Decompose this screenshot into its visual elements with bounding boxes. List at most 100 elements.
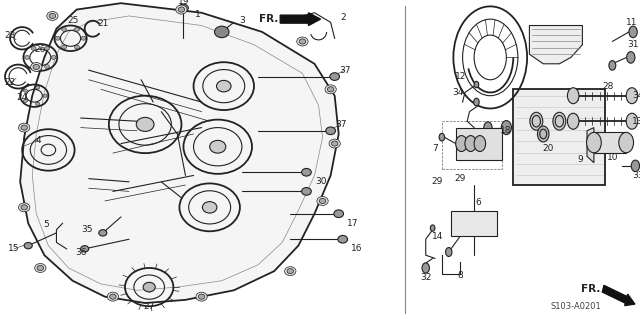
- Circle shape: [109, 294, 116, 299]
- Text: 36: 36: [75, 248, 86, 256]
- Circle shape: [19, 123, 30, 132]
- Polygon shape: [587, 128, 594, 163]
- Text: 1: 1: [195, 10, 200, 19]
- Text: 37: 37: [335, 120, 346, 129]
- Text: 19: 19: [178, 0, 189, 6]
- Circle shape: [24, 99, 28, 102]
- Circle shape: [619, 132, 634, 153]
- Circle shape: [285, 267, 296, 276]
- Circle shape: [55, 36, 60, 40]
- Text: 23: 23: [4, 31, 16, 40]
- Text: 34: 34: [452, 88, 463, 97]
- Circle shape: [202, 202, 217, 213]
- Circle shape: [329, 139, 340, 148]
- Circle shape: [330, 73, 339, 80]
- Circle shape: [75, 27, 79, 31]
- Circle shape: [45, 65, 49, 69]
- FancyBboxPatch shape: [456, 128, 502, 160]
- FancyArrow shape: [602, 286, 635, 306]
- Text: 17: 17: [347, 219, 358, 228]
- Circle shape: [626, 88, 637, 104]
- Circle shape: [430, 225, 435, 231]
- Circle shape: [136, 117, 154, 131]
- Text: 21: 21: [97, 19, 109, 28]
- Circle shape: [176, 5, 187, 14]
- Circle shape: [326, 127, 335, 135]
- Text: 30: 30: [315, 177, 326, 186]
- Circle shape: [538, 126, 549, 142]
- Circle shape: [37, 265, 44, 271]
- Circle shape: [47, 11, 58, 20]
- Circle shape: [31, 65, 36, 69]
- Polygon shape: [20, 3, 339, 303]
- Text: 5: 5: [44, 220, 49, 229]
- Circle shape: [36, 86, 40, 89]
- Text: 14: 14: [431, 232, 443, 241]
- Circle shape: [24, 56, 29, 59]
- Text: 13: 13: [632, 117, 640, 126]
- FancyBboxPatch shape: [451, 211, 497, 236]
- Circle shape: [422, 263, 429, 273]
- Text: 18: 18: [499, 126, 511, 135]
- Circle shape: [36, 102, 40, 106]
- Polygon shape: [513, 89, 605, 185]
- Circle shape: [51, 56, 56, 59]
- Circle shape: [43, 94, 47, 97]
- Circle shape: [474, 81, 479, 88]
- Text: 28: 28: [602, 82, 613, 91]
- Text: 2: 2: [340, 13, 346, 22]
- Text: 25: 25: [67, 16, 78, 25]
- Circle shape: [626, 113, 637, 129]
- Circle shape: [629, 26, 637, 38]
- Text: 12: 12: [454, 72, 466, 81]
- Circle shape: [586, 132, 602, 153]
- Circle shape: [568, 88, 579, 104]
- Circle shape: [198, 294, 205, 299]
- Text: 31: 31: [627, 40, 639, 49]
- Text: 34: 34: [632, 91, 640, 100]
- Text: 33: 33: [632, 171, 640, 180]
- Text: 27: 27: [143, 302, 155, 311]
- Circle shape: [484, 122, 492, 133]
- Text: FR.: FR.: [259, 14, 278, 24]
- Circle shape: [501, 121, 511, 135]
- Text: FR.: FR.: [582, 284, 601, 294]
- Circle shape: [474, 136, 486, 152]
- FancyArrow shape: [280, 13, 321, 26]
- Circle shape: [99, 230, 107, 236]
- Circle shape: [287, 269, 294, 274]
- Circle shape: [334, 210, 344, 218]
- Circle shape: [75, 45, 79, 49]
- Circle shape: [456, 136, 467, 152]
- Circle shape: [319, 198, 326, 204]
- Text: 37: 37: [339, 66, 351, 75]
- Circle shape: [332, 141, 338, 146]
- Circle shape: [325, 85, 336, 94]
- Circle shape: [474, 98, 479, 106]
- Circle shape: [81, 246, 89, 252]
- Text: 20: 20: [542, 144, 554, 153]
- Text: 8: 8: [458, 271, 463, 280]
- Circle shape: [24, 89, 28, 92]
- Text: 7: 7: [432, 144, 438, 153]
- Polygon shape: [529, 26, 582, 64]
- Circle shape: [301, 168, 311, 176]
- Circle shape: [178, 7, 185, 12]
- Circle shape: [631, 160, 639, 172]
- Circle shape: [19, 203, 30, 212]
- Circle shape: [33, 64, 40, 70]
- Circle shape: [196, 292, 207, 301]
- Text: 35: 35: [81, 225, 92, 234]
- Circle shape: [328, 87, 334, 92]
- Circle shape: [21, 205, 28, 210]
- Circle shape: [338, 235, 348, 243]
- Circle shape: [299, 39, 306, 44]
- Circle shape: [45, 46, 49, 50]
- Circle shape: [61, 45, 67, 49]
- Circle shape: [21, 125, 28, 130]
- Text: 11: 11: [626, 18, 637, 27]
- Circle shape: [49, 13, 56, 19]
- Text: 29: 29: [454, 174, 466, 183]
- Circle shape: [31, 63, 42, 71]
- Circle shape: [179, 4, 188, 12]
